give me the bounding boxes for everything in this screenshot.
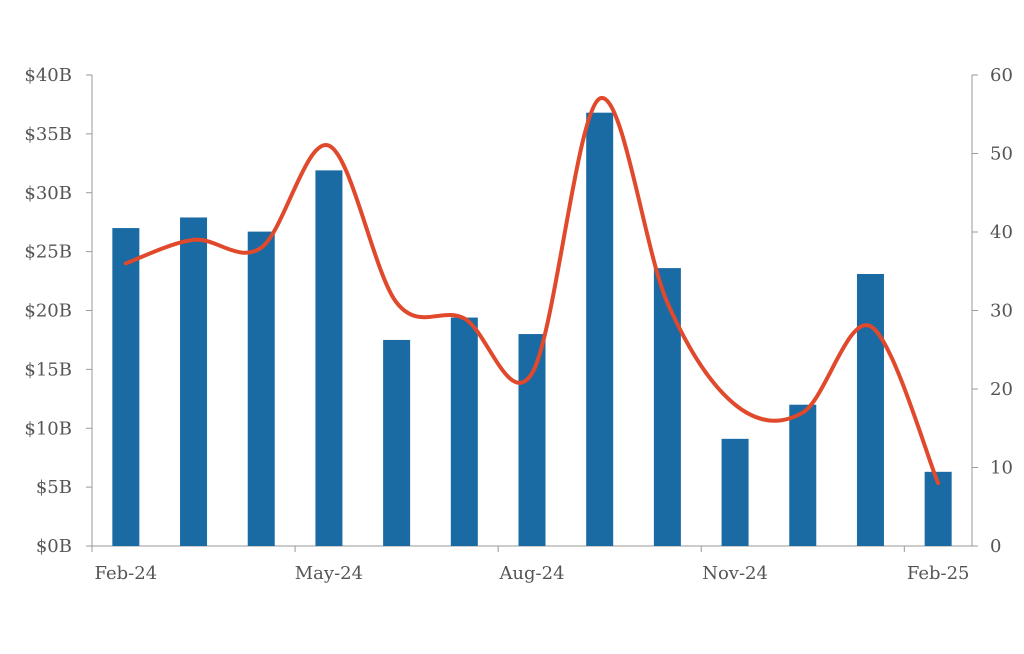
y-left-tick-label: $30B — [24, 183, 72, 204]
y-right-tick-label: 0 — [990, 536, 1001, 557]
bar — [112, 228, 140, 546]
bar — [789, 404, 817, 546]
x-tick-label: Feb-24 — [95, 563, 158, 584]
bar — [856, 273, 884, 546]
y-right-tick-label: 10 — [990, 458, 1013, 479]
x-tick-label: May-24 — [295, 563, 363, 584]
y-left-tick-label: $5B — [36, 477, 72, 498]
bar — [586, 112, 614, 547]
y-left-tick-label: $0B — [36, 536, 72, 557]
x-tick-label: Nov-24 — [702, 563, 768, 584]
line-series — [123, 96, 941, 486]
bar — [653, 268, 681, 546]
x-tick-label: Feb-25 — [907, 563, 970, 584]
y-right-tick-label: 60 — [990, 65, 1013, 86]
y-left-tick-label: $15B — [24, 359, 72, 380]
y-right-tick-label: 50 — [990, 144, 1013, 165]
y-right-tick-label: 30 — [990, 301, 1013, 322]
bar — [180, 217, 208, 547]
y-left-tick-label: $35B — [24, 124, 72, 145]
y-left-tick-label: $25B — [24, 242, 72, 263]
bar — [315, 170, 343, 546]
tick-labels: $0B $5B $10B $15B $20B $25B $30B $35B $40B 0 10 20 3… — [24, 65, 1013, 584]
bar-series — [112, 112, 952, 547]
y-right-tick-label: 40 — [990, 222, 1013, 243]
y-right-tick-label: 20 — [990, 379, 1013, 400]
y-left-tick-label: $10B — [24, 418, 72, 439]
bar — [721, 438, 749, 546]
bar — [383, 339, 411, 546]
bar — [247, 231, 275, 547]
y-left-tick-label: $40B — [24, 65, 72, 86]
bar — [518, 334, 546, 546]
y-left-tick-label: $20B — [24, 301, 72, 322]
x-tick-label: Aug-24 — [498, 563, 564, 584]
bar — [450, 317, 478, 546]
